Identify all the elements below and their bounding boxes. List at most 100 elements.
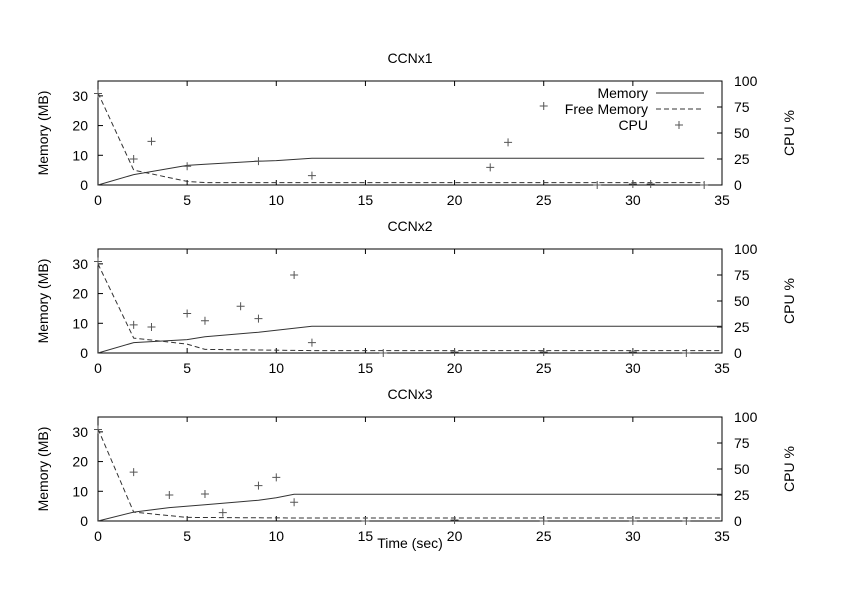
y-tick-label: 30	[72, 424, 88, 440]
cpu-point	[486, 163, 495, 172]
x-tick-label: 20	[447, 192, 463, 208]
cpu-point	[539, 517, 548, 525]
cpu-point	[646, 179, 655, 188]
cpu-point	[147, 137, 156, 146]
cpu-point	[450, 515, 459, 524]
y-tick-label: 20	[72, 286, 88, 302]
y-tick-label: 10	[72, 483, 88, 499]
y2-tick-label: 50	[734, 125, 750, 141]
cpu-point	[200, 316, 209, 325]
x-tick-label: 15	[358, 192, 374, 208]
free-memory-line	[97, 92, 705, 184]
y2-tick-label: 50	[734, 293, 750, 309]
y2-tick-label: 75	[734, 435, 750, 451]
cpu-point	[307, 338, 316, 347]
x-tick-label: 15	[358, 528, 374, 544]
y2-axis-label: CPU %	[781, 278, 797, 324]
y2-axis-label: CPU %	[781, 110, 797, 156]
y2-tick-label: 25	[734, 487, 750, 503]
cpu-point	[628, 517, 637, 525]
y-tick-label: 10	[72, 315, 88, 331]
cpu-point	[593, 181, 602, 189]
cpu-point	[539, 347, 548, 356]
x-tick-label: 10	[268, 192, 284, 208]
y-tick-label: 0	[80, 345, 88, 361]
memory-line	[97, 157, 705, 186]
cpu-point	[165, 491, 174, 499]
y2-tick-label: 25	[734, 319, 750, 335]
chart-title: CCNx3	[387, 386, 432, 402]
cpu-point	[700, 181, 709, 189]
x-tick-label: 10	[268, 360, 284, 376]
cpu-point	[236, 302, 245, 311]
y2-axis-label: CPU %	[781, 446, 797, 492]
x-tick-label: 25	[536, 528, 552, 544]
cpu-point	[183, 309, 192, 318]
x-tick-label: 5	[183, 360, 191, 376]
cpu-point	[94, 257, 102, 266]
x-tick-label: 20	[447, 360, 463, 376]
x-tick-label: 5	[183, 528, 191, 544]
y2-tick-label: 100	[734, 73, 758, 89]
cpu-point	[450, 347, 459, 356]
y2-tick-label: 25	[734, 151, 750, 167]
x-tick-label: 30	[625, 528, 641, 544]
y-axis-label: Memory (MB)	[35, 427, 51, 512]
cpu-point	[254, 157, 263, 166]
cpu-point	[290, 498, 299, 507]
cpu-point	[628, 347, 637, 356]
y2-tick-label: 0	[734, 177, 742, 193]
cpu-point	[379, 349, 388, 357]
x-tick-label: 25	[536, 360, 552, 376]
x-axis-label: Time (sec)	[377, 535, 443, 551]
y-tick-label: 0	[80, 177, 88, 193]
cpu-point	[290, 271, 299, 279]
x-tick-label: 35	[714, 528, 730, 544]
y-axis-label: Memory (MB)	[35, 259, 51, 344]
chart-title: CCNx1	[387, 50, 432, 66]
x-tick-label: 30	[625, 360, 641, 376]
x-tick-label: 5	[183, 192, 191, 208]
y-tick-label: 20	[72, 454, 88, 470]
y-axis-label: Memory (MB)	[35, 91, 51, 176]
cpu-point	[254, 481, 263, 490]
y-tick-label: 0	[80, 513, 88, 529]
cpu-point	[200, 489, 209, 498]
y2-tick-label: 75	[734, 267, 750, 283]
x-tick-label: 10	[268, 528, 284, 544]
y2-tick-label: 75	[734, 99, 750, 115]
x-tick-label: 0	[94, 192, 102, 208]
x-tick-label: 15	[358, 360, 374, 376]
cpu-point	[539, 101, 548, 110]
y-tick-label: 20	[72, 118, 88, 134]
cpu-point	[504, 138, 513, 147]
y-tick-label: 30	[72, 256, 88, 272]
cpu-point	[307, 171, 316, 180]
x-tick-label: 25	[536, 192, 552, 208]
cpu-point	[147, 323, 156, 331]
legend-label: Memory	[597, 85, 648, 101]
cpu-point	[361, 517, 370, 525]
legend-cpu-marker	[675, 121, 683, 129]
chart-title: CCNx2	[387, 218, 432, 234]
cpu-point	[682, 349, 691, 357]
cpu-point	[94, 425, 102, 434]
y2-tick-label: 50	[734, 461, 750, 477]
legend-label: Free Memory	[565, 101, 648, 117]
cpu-point	[218, 508, 227, 517]
cpu-point	[129, 320, 138, 329]
y2-tick-label: 100	[734, 409, 758, 425]
y2-tick-label: 0	[734, 513, 742, 529]
memory-line	[97, 493, 722, 522]
free-memory-line	[97, 263, 722, 352]
free-memory-line	[97, 428, 722, 519]
x-tick-label: 0	[94, 528, 102, 544]
x-tick-label: 20	[447, 528, 463, 544]
cpu-point	[129, 155, 138, 163]
y-tick-label: 30	[72, 88, 88, 104]
memory-line	[97, 325, 722, 354]
